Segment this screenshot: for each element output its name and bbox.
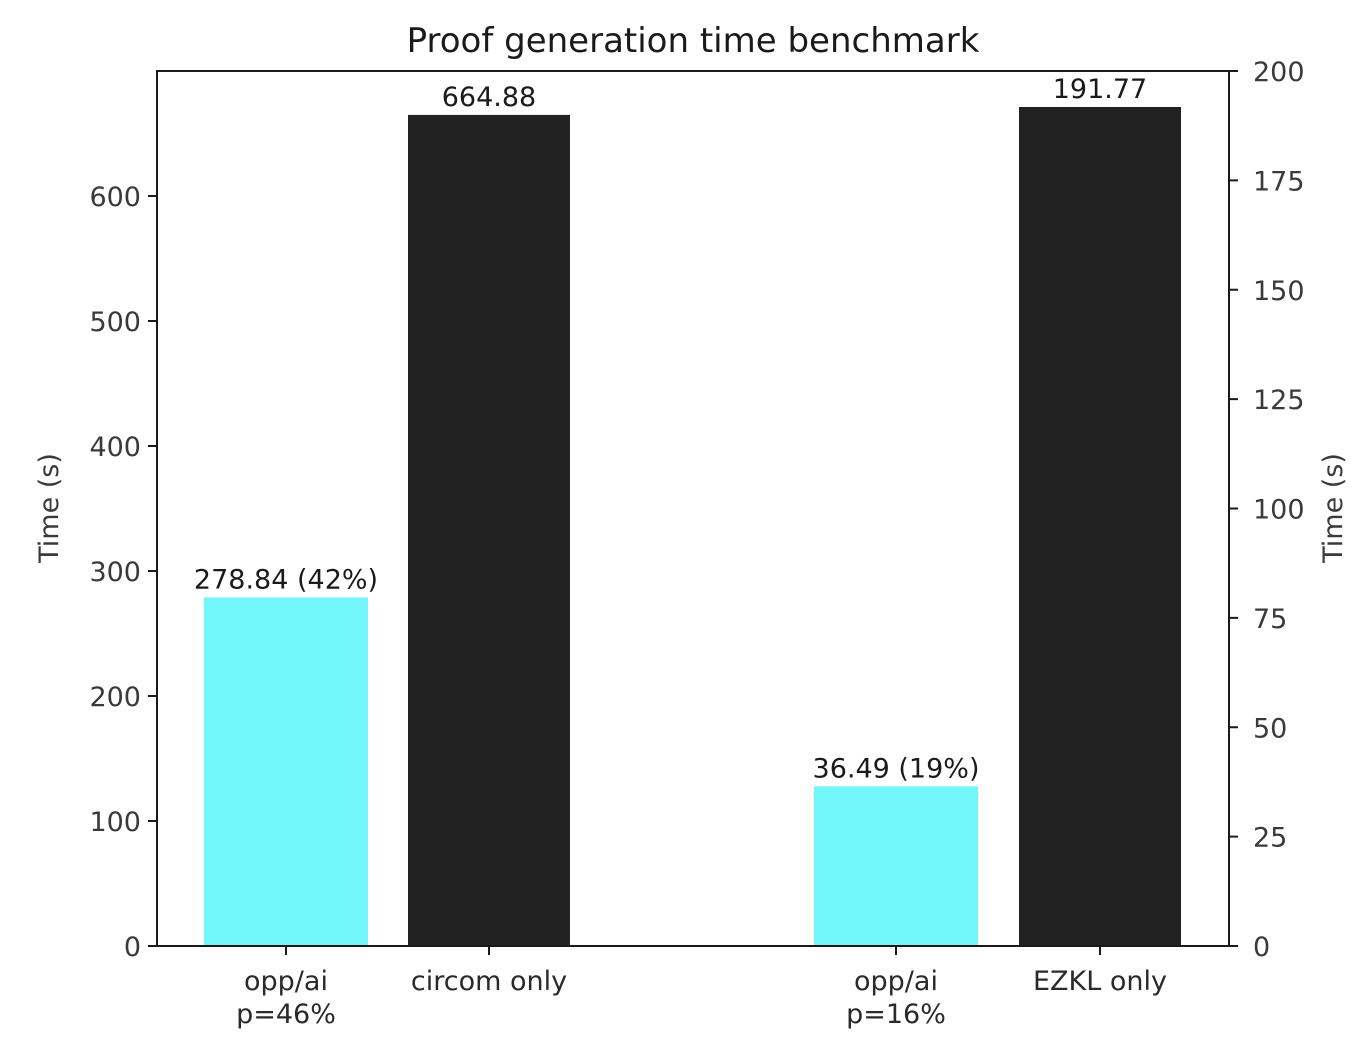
- right-y-tick-label: 0: [1253, 932, 1270, 963]
- x-tick-label: circom only: [411, 966, 567, 997]
- bar: [814, 786, 978, 946]
- left-y-tick-label: 600: [89, 182, 141, 213]
- left-y-axis: 0 100 200 300 400 500 600: [89, 182, 157, 963]
- right-y-tick-label: 100: [1253, 495, 1305, 526]
- right-y-tick-label: 50: [1253, 713, 1287, 744]
- x-tick-label: EZKL only: [1033, 966, 1167, 997]
- right-y-tick-label: 200: [1253, 57, 1305, 88]
- bar: [204, 597, 368, 946]
- bar-data-label: 278.84 (42%): [194, 564, 378, 595]
- bar-data-label: 36.49 (19%): [813, 753, 980, 784]
- left-y-tick-label: 400: [89, 432, 141, 463]
- chart-title: Proof generation time benchmark: [407, 21, 980, 61]
- left-y-tick-label: 100: [89, 807, 141, 838]
- x-tick-label: p=46%: [236, 999, 336, 1030]
- left-y-tick-label: 200: [89, 682, 141, 713]
- x-tick-label: p=16%: [846, 999, 946, 1030]
- right-y-tick-label: 150: [1253, 276, 1305, 307]
- right-y-tick-label: 125: [1253, 385, 1305, 416]
- data-labels-layer: 278.84 (42%) 664.88 36.49 (19%) 191.77: [194, 74, 1147, 784]
- right-y-tick-label: 25: [1253, 823, 1287, 854]
- bar-data-label: 191.77: [1053, 74, 1147, 105]
- left-y-tick-label: 300: [89, 557, 141, 588]
- bar-data-label: 664.88: [442, 82, 536, 113]
- x-axis: opp/aip=46%circom only opp/aip=16%EZKL on…: [236, 946, 1167, 1030]
- x-tick-label: opp/ai: [854, 966, 938, 997]
- bars-layer: [204, 107, 1181, 947]
- bar: [1019, 107, 1181, 947]
- right-y-axis: 0 25 50 75 100 125 150 175 200: [1229, 57, 1305, 963]
- x-tick-label: opp/ai: [244, 966, 328, 997]
- right-y-tick-label: 75: [1253, 604, 1287, 635]
- right-y-tick-label: 175: [1253, 166, 1305, 197]
- left-y-tick-label: 0: [124, 932, 141, 963]
- bar: [408, 114, 570, 946]
- right-y-axis-title: Time (s): [1318, 453, 1349, 564]
- left-y-tick-label: 500: [89, 307, 141, 338]
- left-y-axis-title: Time (s): [34, 453, 65, 564]
